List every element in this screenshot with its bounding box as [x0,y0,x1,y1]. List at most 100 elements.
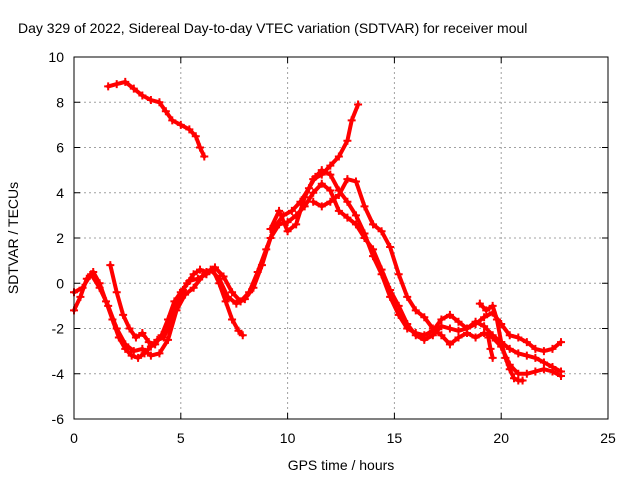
data-point [87,270,96,279]
data-point [309,175,318,184]
data-point [475,299,484,308]
data-point [445,340,454,349]
data-point [219,272,228,281]
data-point [200,152,209,161]
series-trace [477,301,525,383]
data-point [403,319,412,328]
x-tick-label: 5 [177,430,185,446]
data-point [300,193,309,202]
data-point [189,270,198,279]
axis-ticks: 0 5 10 15 20 25 -6 -4 -2 0 2 4 6 8 10 [48,49,616,446]
data-point [486,344,495,353]
y-tick-label: -2 [52,321,65,337]
data-point [548,344,557,353]
series-trace-h [484,333,497,362]
data-point [531,353,540,362]
data-point [351,211,360,220]
data-point [134,353,143,362]
data-point [138,91,147,100]
data-point [411,306,420,315]
data-point [266,224,275,233]
data-point [428,331,437,340]
data-point [492,315,501,324]
data-point [76,292,85,301]
data-point [138,329,147,338]
data-point [334,206,343,215]
data-point [505,331,514,340]
y-tick-label: 8 [56,94,64,110]
data-point [234,326,243,335]
data-point [514,333,523,342]
data-point [112,324,121,333]
series-layer [70,77,566,385]
y-tick-label: 4 [56,185,64,201]
data-point [343,136,352,145]
data-point [129,347,138,356]
data-point [228,315,237,324]
data-point [168,116,177,125]
data-point [369,245,378,254]
data-point [505,365,514,374]
data-point [170,297,179,306]
y-tick-label: 2 [56,230,64,246]
data-point [428,324,437,333]
data-point [240,295,249,304]
x-tick-label: 0 [70,430,78,446]
data-point [161,107,170,116]
data-point [215,279,224,288]
data-point [488,301,497,310]
data-point [181,290,190,299]
series-trace [108,263,245,347]
data-point [522,338,531,347]
data-point [317,170,326,179]
data-point [221,297,230,306]
data-point [445,310,454,319]
data-point [191,132,200,141]
data-point [275,220,284,229]
data-point [351,220,360,229]
y-tick-label: -6 [52,411,65,427]
data-point [317,202,326,211]
data-point [196,143,205,152]
x-tick-label: 25 [600,430,616,446]
data-point [146,351,155,360]
data-point [377,227,386,236]
data-point [119,310,128,319]
data-point [360,234,369,242]
data-point [497,338,506,347]
data-point [482,306,491,315]
data-point [437,331,446,340]
data-point [454,333,463,342]
series-trace [72,181,563,374]
data-point [287,206,296,215]
data-point [437,322,446,331]
series-trace-e [266,100,363,236]
y-tick-label: 0 [56,275,64,291]
data-point [386,243,395,252]
data-point [326,161,335,170]
x-tick-label: 20 [493,430,509,446]
data-point [155,349,164,358]
data-point [202,267,211,276]
y-tick-label: 6 [56,140,64,156]
data-point [501,353,510,362]
data-point [129,84,138,93]
data-point [106,261,115,270]
data-point [95,283,104,292]
data-point [420,313,429,322]
data-point [249,283,258,292]
data-point [514,369,523,378]
data-point [557,372,566,381]
data-point [163,335,172,344]
series-trace [106,79,207,159]
data-point [104,301,113,310]
data-point [317,179,326,188]
data-point [172,306,181,315]
data-point [480,322,489,331]
data-point [155,98,164,107]
data-point [151,340,160,349]
data-point [176,120,185,129]
data-point [343,197,352,206]
y-tick-label: -4 [52,366,65,382]
